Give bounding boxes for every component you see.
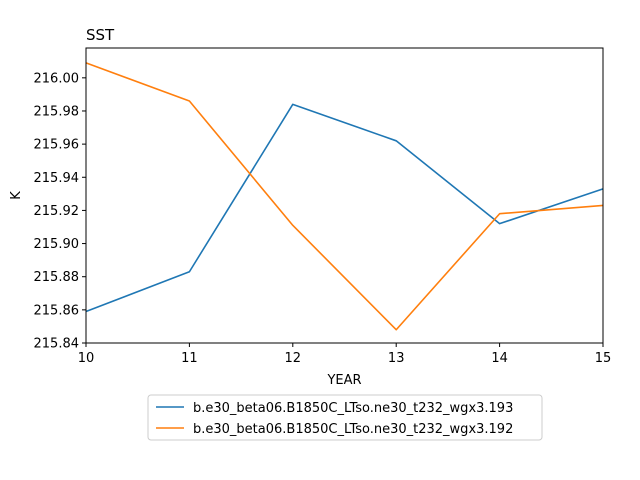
series-line-2 [85, 62, 604, 331]
x-axis-ticks: 10 11 12 13 14 15 [78, 343, 612, 366]
y-axis-ticks: 215.84 215.86 215.88 215.90 215.92 215.94 215.… [34, 71, 86, 352]
legend: b.e30_beta06.B1850C_LTso.ne30_t232_wgx3.… [147, 394, 543, 441]
x-tick-label: 13 [388, 351, 405, 366]
chart-title: SST [86, 26, 115, 44]
y-tick-label: 215.96 [34, 138, 80, 153]
y-tick-label: 215.90 [34, 237, 80, 252]
x-tick-label: 12 [285, 351, 302, 366]
x-tick-label: 15 [595, 351, 612, 366]
legend-frame [147, 394, 543, 441]
x-tick-label: 14 [491, 351, 508, 366]
y-tick-label: 215.98 [34, 104, 80, 119]
y-tick-label: 215.84 [34, 337, 80, 352]
x-axis-label: YEAR [326, 373, 361, 388]
legend-label-series-2: b.e30_beta06.B1850C_LTso.ne30_t232_wgx3.… [193, 422, 513, 437]
y-axis-label: K [9, 191, 24, 200]
series-lines [85, 62, 604, 331]
y-tick-label: 215.94 [34, 171, 80, 186]
x-tick-label: 10 [78, 351, 95, 366]
y-tick-label: 215.86 [34, 303, 80, 318]
y-tick-label: 215.88 [34, 270, 80, 285]
series-line-1 [85, 103, 604, 313]
y-tick-label: 215.92 [34, 204, 80, 219]
y-tick-label: 216.00 [34, 71, 80, 86]
plot-frame [85, 47, 604, 344]
legend-label-series-1: b.e30_beta06.B1850C_LTso.ne30_t232_wgx3.… [193, 401, 513, 416]
x-tick-label: 11 [181, 351, 198, 366]
